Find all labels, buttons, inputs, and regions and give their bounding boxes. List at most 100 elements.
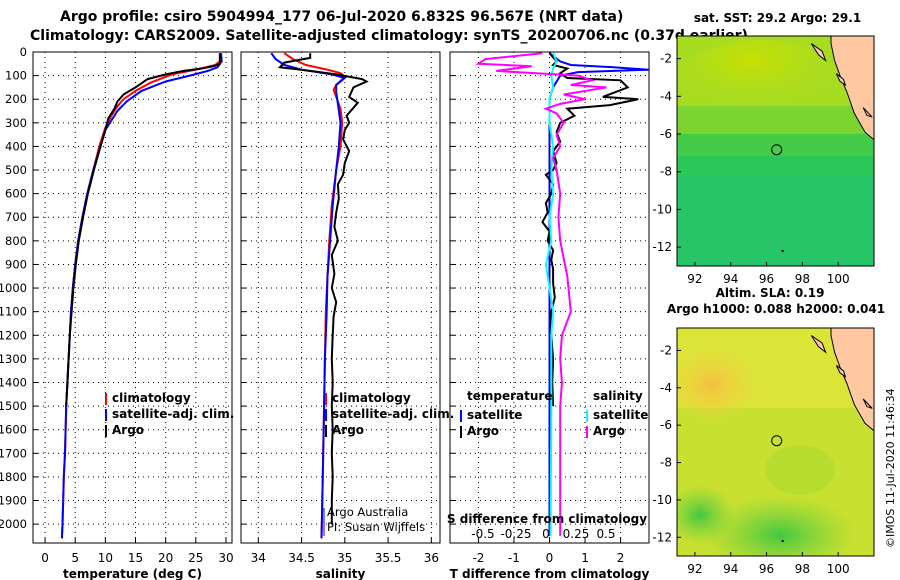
series-group [475, 52, 649, 536]
profile-panel-2: 34 34.5 35 35.5 36 salinity [240, 51, 441, 580]
map-x-tick-label: 96 [759, 272, 774, 286]
map-frame [676, 327, 875, 557]
timestamp: ©IMOS 11-Jul-2020 11:46:34 [884, 388, 897, 548]
profile-panel-3: -2 -1 0 1 2 T difference from climatology [449, 51, 650, 580]
y-tick-label: 400 [5, 139, 27, 153]
map-y-tick-label: -10 [652, 202, 672, 216]
x-tick-label: 35 [337, 551, 352, 565]
y-tick-label: 1500 [0, 399, 27, 413]
legend-label: Argo [593, 424, 625, 438]
figure-subtitle: Climatology: CARS2009. Satellite-adjuste… [30, 28, 748, 44]
x-tick-label: 15 [128, 551, 143, 565]
x-tick-label: 1 [581, 551, 589, 565]
x-axis-label: T difference from climatology [450, 567, 650, 580]
series-line-salinity-satellite [544, 52, 558, 536]
y-tick-label: 0 [20, 45, 27, 59]
x2-tick-label: -0.5 [471, 527, 494, 541]
legend-label: Argo [112, 423, 144, 437]
map-y-tick-label: -12 [652, 530, 672, 544]
x-tick-label: 10 [98, 551, 113, 565]
x-axis-label: temperature (deg C) [63, 567, 202, 580]
x-tick-label: 35.5 [375, 551, 402, 565]
series-group [60, 53, 223, 539]
legend-label: Argo [467, 424, 499, 438]
x2-tick-label: 0.5 [596, 527, 615, 541]
y-tick-label: 1300 [0, 352, 27, 366]
series-line-salinity-argo [475, 52, 607, 536]
x2-tick-label: -0.25 [500, 527, 531, 541]
y-tick-label: 1700 [0, 446, 27, 460]
legend-label: climatology [332, 391, 411, 405]
map-y-tick-label: -2 [660, 343, 672, 357]
x-tick-label: 0 [546, 551, 554, 565]
map-y-tick-label: -4 [660, 381, 672, 395]
y-tick-label: 200 [5, 92, 27, 106]
map-y-tick-label: -8 [660, 165, 672, 179]
y-tick-label: 100 [5, 69, 27, 83]
map-x-tick-label: 92 [687, 272, 702, 286]
map-panel-1: 92 94 96 98 100 -2 -4 -6 -8 -10 -12 sat. SST: 29.2 … [652, 11, 875, 286]
map-x-tick-label: 92 [687, 562, 702, 576]
series-line-temperature-argo [541, 52, 639, 407]
x-tick-label: -1 [508, 551, 520, 565]
series-line-satellite-adj-clim- [60, 53, 223, 539]
y-tick-label: 1600 [0, 423, 27, 437]
y-tick-label: 1000 [0, 281, 27, 295]
sla-heatmap [677, 328, 874, 556]
x-tick-label: 34 [251, 551, 266, 565]
y-tick-label: 600 [5, 187, 27, 201]
x-tick-label: 25 [188, 551, 203, 565]
y-tick-label: 1400 [0, 375, 27, 389]
x2-tick-label: 0.25 [563, 527, 590, 541]
map-x-tick-label: 100 [827, 562, 850, 576]
island-marker [781, 539, 784, 543]
map-y-tick-label: -6 [660, 127, 672, 141]
x-tick-label: -2 [472, 551, 484, 565]
y-tick-label: 1900 [0, 494, 27, 508]
series-line-climatology [283, 52, 347, 539]
island-siberut [810, 335, 827, 354]
x-tick-label: 34.5 [288, 551, 315, 565]
y-tick-label: 800 [5, 234, 27, 248]
map-x-tick-label: 96 [759, 562, 774, 576]
legend-title-temperature: temperature [467, 389, 552, 403]
x-tick-label: 30 [218, 551, 233, 565]
map-frame [676, 35, 875, 267]
map-subtitle: Argo h1000: 0.088 h2000: 0.041 [667, 302, 885, 316]
x-tick-label: 2 [617, 551, 625, 565]
map-y-tick-label: -6 [660, 418, 672, 432]
y-tick-label: 300 [5, 116, 27, 130]
legend-label: satellite [467, 408, 522, 422]
island-pagai [835, 73, 847, 87]
map-title: Altim. SLA: 0.19 [716, 286, 825, 300]
x-tick-label: 0 [41, 551, 49, 565]
map-x-tick-label: 100 [827, 272, 850, 286]
credit-line-2: PI: Susan Wijffels [327, 520, 425, 534]
profile-panel-1: 0100200300400500600700800900100011001200… [0, 45, 234, 580]
series-group [270, 52, 369, 539]
y-tick-label: 1200 [0, 328, 27, 342]
y-tick-label: 700 [5, 210, 27, 224]
x-tick-label: 36 [424, 551, 439, 565]
y-tick-label: 1100 [0, 305, 27, 319]
y-tick-label: 1800 [0, 470, 27, 484]
credit-line-1: Argo Australia [327, 505, 408, 519]
map-title: sat. SST: 29.2 Argo: 29.1 [694, 11, 861, 25]
series-line-argo [277, 53, 369, 525]
legend-label: climatology [112, 391, 191, 405]
x2-axis-label: S difference from climatology [447, 512, 647, 526]
x-axis-label: salinity [316, 567, 366, 580]
x2-tick-label: 0 [542, 527, 550, 541]
map-y-tick-label: -2 [660, 52, 672, 66]
series-line-argo [65, 53, 221, 407]
map-x-tick-label: 94 [723, 562, 738, 576]
panel-frame [240, 51, 441, 544]
island-siberut [810, 43, 827, 63]
panel-frame [32, 51, 233, 544]
y-tick-label: 500 [5, 163, 27, 177]
island-marker [781, 249, 784, 253]
map-panel-2: 92 94 96 98 100 -2 -4 -6 -8 -10 -12 Altim. SLA: 0.1… [652, 286, 885, 576]
map-y-tick-label: -12 [652, 240, 672, 254]
x-tick-label: 20 [158, 551, 173, 565]
